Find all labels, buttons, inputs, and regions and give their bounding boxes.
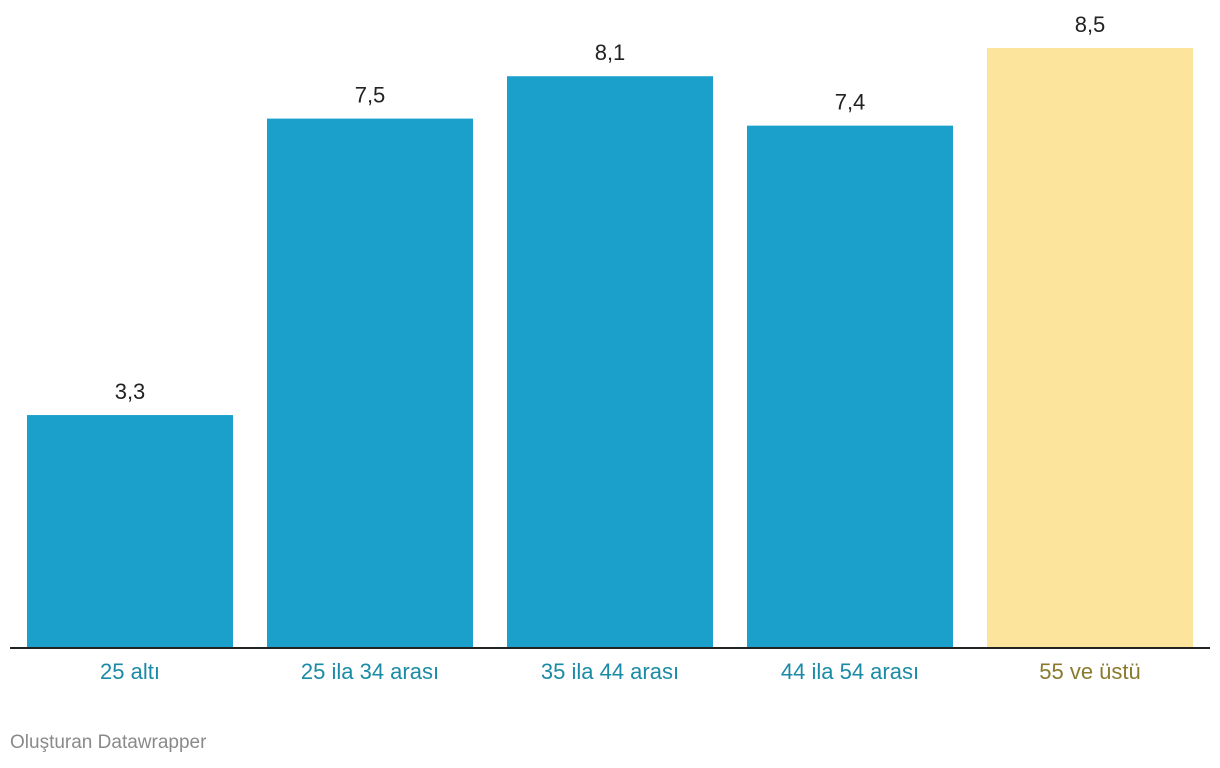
value-label-2: 7,5 bbox=[355, 83, 386, 108]
category-label-5: 55 ve üstü bbox=[1039, 659, 1141, 684]
category-label-3: 35 ila 44 arası bbox=[541, 659, 679, 684]
value-label-1: 3,3 bbox=[115, 379, 146, 404]
category-label-2: 25 ila 34 arası bbox=[301, 659, 439, 684]
category-label-1: 25 altı bbox=[100, 659, 160, 684]
bar-5 bbox=[987, 48, 1193, 648]
bar-2 bbox=[267, 118, 473, 648]
bar-4 bbox=[747, 125, 953, 649]
value-label-4: 7,4 bbox=[835, 90, 866, 115]
value-label-3: 8,1 bbox=[595, 40, 626, 65]
credit-text: Oluşturan Datawrapper bbox=[10, 732, 207, 753]
value-label-5: 8,5 bbox=[1075, 12, 1106, 37]
chart-canvas: 3,3 25 altı 7,5 25 ila 34 arası 8,1 35 ila 44… bbox=[10, 12, 1210, 684]
category-label-4: 44 ila 54 arası bbox=[781, 659, 919, 684]
bar-1 bbox=[27, 415, 233, 648]
bar-3 bbox=[507, 76, 713, 648]
